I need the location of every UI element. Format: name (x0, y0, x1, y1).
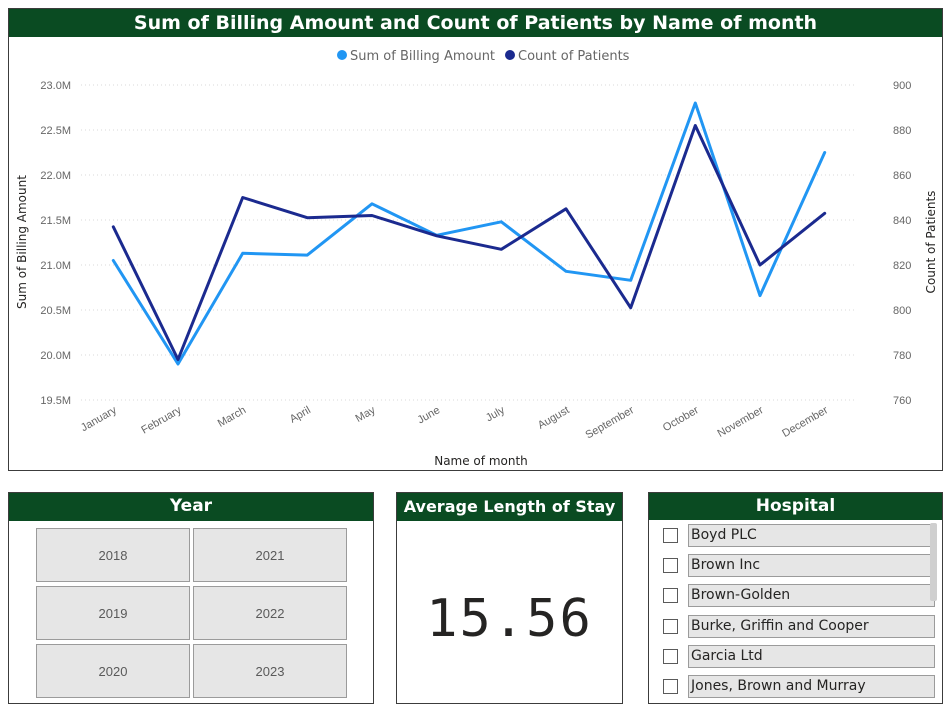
y-axis-title: Sum of Billing Amount (15, 175, 29, 309)
hospital-checkbox[interactable] (663, 558, 678, 573)
chart-title: Sum of Billing Amount and Count of Patie… (9, 9, 942, 37)
x-tick-label: February (139, 404, 184, 437)
x-tick-label: October (661, 404, 701, 434)
y2-tick-label: 780 (893, 350, 911, 362)
x-tick-label: December (780, 404, 830, 440)
hospital-item-label[interactable]: Burke, Griffin and Cooper (688, 615, 935, 638)
y2-tick-label: 800 (893, 305, 911, 317)
y-tick-label: 20.5M (40, 305, 71, 317)
x-tick-label: September (584, 404, 637, 441)
y2-tick-label: 820 (893, 260, 911, 272)
y-tick-label: 21.5M (40, 215, 71, 227)
x-tick-label: August (536, 404, 572, 432)
y2-tick-label: 860 (893, 170, 911, 182)
hospital-scrollbar[interactable] (930, 523, 937, 601)
y-tick-label: 20.0M (40, 350, 71, 362)
x-tick-label: March (216, 404, 248, 430)
year-slicer: Year 2018 2021 2019 2022 2020 2023 (8, 492, 374, 704)
x-tick-label: May (354, 404, 378, 425)
legend-label: Sum of Billing Amount (350, 49, 495, 64)
x-axis-title: Name of month (434, 454, 528, 468)
y2-tick-label: 840 (893, 215, 911, 227)
hospital-item-label[interactable]: Jones, Brown and Murray (688, 675, 935, 698)
hospital-item-label[interactable]: Garcia Ltd (688, 645, 935, 668)
hospital-checkbox[interactable] (663, 528, 678, 543)
hospital-checkbox[interactable] (663, 588, 678, 603)
hospital-checkbox[interactable] (663, 619, 678, 634)
year-tile[interactable]: 2018 (36, 528, 190, 582)
legend-label: Count of Patients (518, 49, 630, 64)
kpi-value: 15.56 (426, 589, 593, 649)
x-tick-label: November (716, 404, 766, 440)
kpi-title: Average Length of Stay (397, 493, 622, 521)
hospital-slicer: Hospital Boyd PLC Brown Inc Brown-Golden… (648, 492, 943, 704)
x-tick-label: April (288, 404, 313, 425)
y2-axis-title: Count of Patients (924, 191, 938, 294)
y-tick-label: 22.5M (40, 125, 71, 137)
legend-marker (505, 50, 515, 60)
hospital-slicer-title: Hospital (649, 493, 942, 520)
y-tick-label: 22.0M (40, 170, 71, 182)
hospital-item-label[interactable]: Brown Inc (688, 554, 935, 577)
year-tile[interactable]: 2020 (36, 644, 190, 698)
year-tile[interactable]: 2022 (193, 586, 347, 640)
line-chart: 19.5M 20.0M 20.5M 21.0M 21.5M 22.0M 22.5M 23.0M… (15, 49, 938, 468)
y2-tick-label: 880 (893, 125, 911, 137)
y-tick-label: 23.0M (40, 80, 71, 92)
x-tick-label: January (79, 404, 119, 434)
x-tick-label: June (416, 404, 443, 426)
year-tile[interactable]: 2019 (36, 586, 190, 640)
year-tile[interactable]: 2023 (193, 644, 347, 698)
y2-tick-label: 760 (893, 395, 911, 407)
hospital-checkbox[interactable] (663, 679, 678, 694)
billing-patients-chart: Sum of Billing Amount and Count of Patie… (8, 8, 943, 471)
year-slicer-title: Year (9, 493, 373, 521)
legend-marker (337, 50, 347, 60)
patients-series-line (111, 124, 827, 361)
x-tick-label: July (484, 404, 507, 424)
year-tile[interactable]: 2021 (193, 528, 347, 582)
y-tick-label: 19.5M (40, 395, 71, 407)
y-tick-label: 21.0M (40, 260, 71, 272)
avg-length-of-stay-card: Average Length of Stay 15.56 (396, 492, 623, 704)
hospital-item-label[interactable]: Brown-Golden (688, 584, 935, 607)
hospital-checkbox[interactable] (663, 649, 678, 664)
hospital-item-label[interactable]: Boyd PLC (688, 524, 935, 547)
y2-tick-label: 900 (893, 80, 911, 92)
billing-series-line (111, 101, 827, 366)
